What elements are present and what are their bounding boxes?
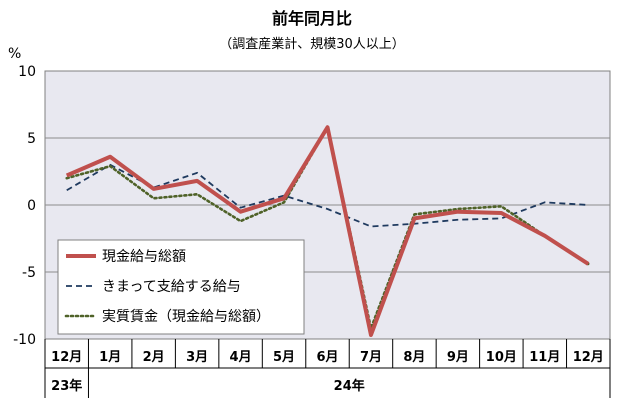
chart-subtitle: （調査産業計、規模30人以上） bbox=[219, 36, 405, 52]
series-lines bbox=[65, 125, 590, 337]
legend: 現金給与総額 きまって支給する給与 実質賃金（現金給与総額） bbox=[57, 239, 305, 335]
x-tick-label: 2月 bbox=[143, 350, 165, 365]
x-tick-label: 6月 bbox=[316, 350, 338, 365]
y-tick-label: 10 bbox=[18, 64, 36, 80]
x-tick-label: 8月 bbox=[403, 350, 425, 365]
x-tick-label: 7月 bbox=[360, 350, 382, 365]
legend-box bbox=[57, 239, 305, 335]
x-axis-categories: 12月 1月 2月 3月 4月 5月 6月 7月 8月 9月 10月 11月 12月 23年 24年 bbox=[44, 339, 611, 398]
chart-title: 前年同月比 bbox=[272, 9, 352, 28]
y-tick-labels: 10 5 0 -5 -10 bbox=[13, 64, 36, 348]
x-tick-label: 5月 bbox=[273, 350, 295, 365]
y-axis-unit: % bbox=[8, 46, 21, 62]
x-tick-label: 10月 bbox=[486, 350, 517, 365]
y-tick-label: 0 bbox=[27, 198, 36, 214]
x-tick-label: 12月 bbox=[573, 350, 604, 365]
legend-label-regular-pay: きまって支給する給与 bbox=[102, 279, 241, 295]
legend-label-cash-total: 現金給与総額 bbox=[102, 249, 186, 265]
x-tick-label: 3月 bbox=[186, 350, 208, 365]
x-tick-label: 1月 bbox=[99, 350, 121, 365]
x-tick-label: 4月 bbox=[230, 350, 252, 365]
legend-label-real-wage: 実質賃金（現金給与総額） bbox=[102, 309, 270, 325]
year-label: 23年 bbox=[51, 378, 82, 394]
y-tick-label: -10 bbox=[13, 332, 36, 348]
x-tick-label: 12月 bbox=[51, 350, 82, 365]
year-label: 24年 bbox=[334, 378, 365, 394]
y-tick-label: 5 bbox=[27, 131, 36, 147]
y-tick-label: -5 bbox=[22, 265, 36, 281]
x-tick-label: 9月 bbox=[447, 350, 469, 365]
x-tick-label: 11月 bbox=[529, 350, 560, 365]
